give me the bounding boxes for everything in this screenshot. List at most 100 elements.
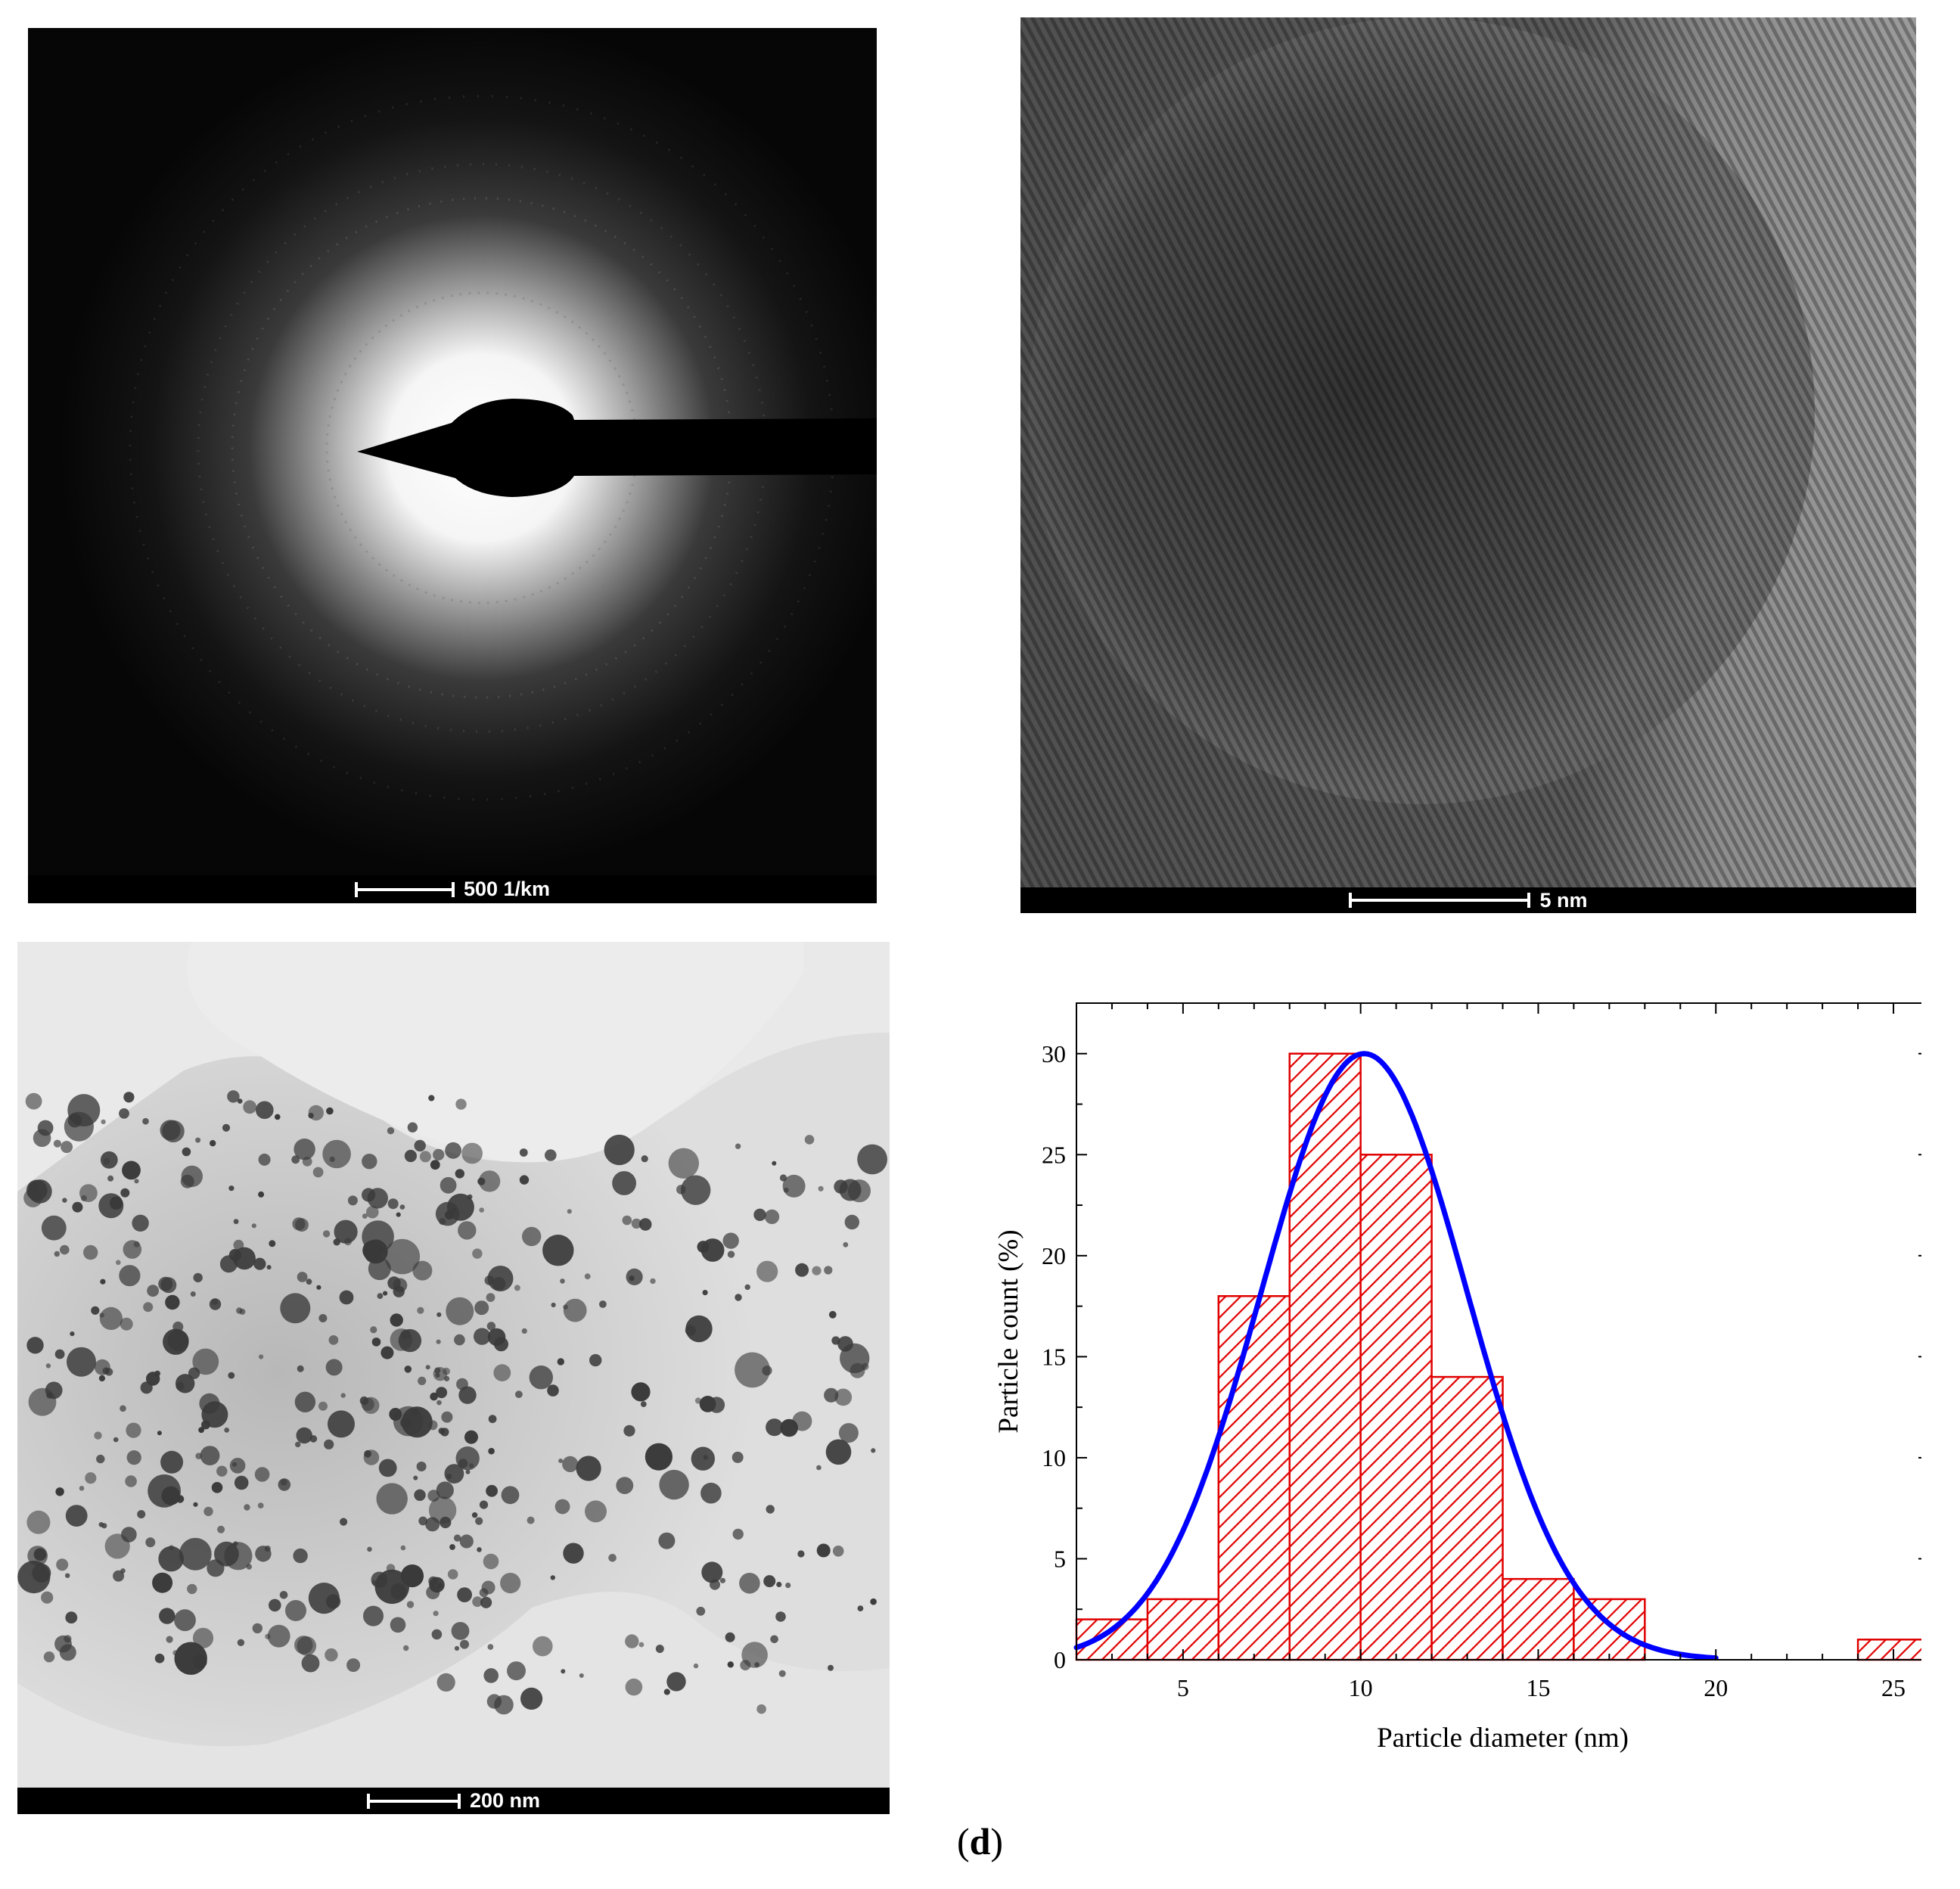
nanoparticle bbox=[371, 1571, 388, 1589]
nanoparticle bbox=[451, 1207, 457, 1213]
nanoparticle bbox=[54, 1251, 60, 1257]
nanoparticle bbox=[386, 1564, 396, 1573]
x-tick-label: 15 bbox=[1526, 1674, 1550, 1701]
nanoparticle bbox=[157, 1431, 162, 1436]
nanoparticle bbox=[45, 1381, 63, 1400]
nanoparticle bbox=[762, 1365, 772, 1376]
nanoparticle bbox=[563, 1298, 587, 1322]
y-axis-ticks: 0 5 10 15 20 25 30 bbox=[1042, 1002, 1921, 1673]
nanoparticle bbox=[472, 1596, 483, 1608]
nanoparticle bbox=[604, 1134, 635, 1166]
nanoparticle bbox=[231, 1462, 238, 1467]
nanoparticle bbox=[55, 1487, 64, 1496]
nanoparticle bbox=[445, 1142, 461, 1159]
nanoparticle bbox=[623, 1425, 635, 1437]
nanoparticle bbox=[61, 1141, 73, 1154]
nanoparticle bbox=[467, 1194, 473, 1200]
nanoparticle bbox=[419, 1151, 431, 1163]
nanoparticle bbox=[659, 1469, 689, 1500]
nanoparticle bbox=[222, 1123, 231, 1132]
nanoparticle bbox=[608, 1554, 617, 1562]
nanoparticle bbox=[306, 1278, 312, 1285]
nanoparticle bbox=[474, 1328, 491, 1345]
nanoparticle bbox=[816, 1465, 822, 1471]
nanoparticle bbox=[446, 1474, 452, 1480]
nanoparticle bbox=[426, 1585, 440, 1599]
nanoparticle bbox=[551, 1302, 556, 1308]
nanoparticle bbox=[701, 1561, 723, 1583]
nanoparticle bbox=[325, 1359, 343, 1376]
caption-letter: d bbox=[969, 1820, 991, 1863]
nanoparticle bbox=[251, 1223, 256, 1229]
nanoparticle bbox=[147, 1285, 160, 1297]
nanoparticle bbox=[561, 1669, 566, 1674]
nanoparticle bbox=[474, 1300, 489, 1316]
nanoparticle bbox=[362, 1188, 376, 1202]
gaussian-fit-curve bbox=[1073, 1051, 1719, 1661]
nanoparticle bbox=[362, 1154, 377, 1170]
y-tick-label: 25 bbox=[1042, 1141, 1066, 1168]
nanoparticle bbox=[387, 1198, 399, 1210]
nanoparticle bbox=[293, 1548, 308, 1564]
nanoparticle bbox=[312, 1167, 324, 1178]
nanoparticle bbox=[533, 1636, 553, 1657]
nanoparticle bbox=[454, 1334, 465, 1346]
nanoparticle bbox=[172, 1650, 179, 1656]
nanoparticle bbox=[622, 1215, 632, 1226]
nanoparticle bbox=[279, 1591, 288, 1599]
nanoparticle bbox=[436, 1481, 454, 1499]
nanoparticle bbox=[285, 1600, 306, 1621]
nanoparticle bbox=[113, 1570, 125, 1582]
beam-stop bbox=[357, 399, 877, 497]
nanoparticle bbox=[224, 1428, 230, 1433]
nanoparticle bbox=[616, 1477, 634, 1494]
nanoparticle bbox=[267, 1624, 290, 1648]
nanoparticle bbox=[32, 1563, 51, 1583]
nanoparticle bbox=[451, 1622, 470, 1640]
nanoparticle bbox=[455, 1169, 464, 1179]
nanoparticle bbox=[113, 1437, 119, 1443]
nanoparticle bbox=[302, 1157, 312, 1167]
nanoparticle bbox=[445, 1210, 454, 1220]
nanoparticle bbox=[764, 1209, 780, 1225]
nanoparticle bbox=[693, 1663, 699, 1669]
nanoparticle bbox=[832, 1546, 844, 1557]
nanoparticle bbox=[187, 1583, 197, 1595]
nanoparticle bbox=[626, 1268, 643, 1285]
nanoparticle bbox=[376, 1483, 408, 1515]
nanoparticle bbox=[158, 1546, 184, 1572]
nanoparticle bbox=[122, 1160, 141, 1180]
nanoparticle bbox=[722, 1232, 739, 1249]
nanoparticle bbox=[785, 1583, 791, 1589]
nanoparticle bbox=[119, 1265, 141, 1287]
nanoparticle bbox=[766, 1505, 775, 1514]
nanoparticle bbox=[857, 1605, 864, 1611]
nanoparticle bbox=[25, 1092, 42, 1110]
nanoparticle bbox=[756, 1704, 766, 1714]
nanoparticle bbox=[431, 1629, 443, 1640]
nanoparticle bbox=[53, 1139, 61, 1148]
nanoparticle bbox=[500, 1573, 521, 1594]
nanoparticle bbox=[850, 1362, 865, 1378]
nanoparticle bbox=[182, 1147, 191, 1157]
nanoparticle bbox=[585, 1500, 607, 1523]
size-distribution-chart: 5 10 15 20 25 0 5 10 15 20 25 30 Particle diameter… bbox=[993, 1002, 1921, 1754]
nanoparticle bbox=[753, 1208, 766, 1221]
nanoparticle bbox=[828, 1664, 834, 1671]
nanoparticle bbox=[404, 1149, 417, 1163]
nanoparticle bbox=[433, 1148, 445, 1160]
nanoparticle bbox=[243, 1100, 257, 1114]
nanoparticle bbox=[101, 1119, 106, 1125]
nanoparticle bbox=[316, 1285, 321, 1290]
hrtem-panel: 5 nm bbox=[1020, 17, 1916, 913]
nanoparticle bbox=[94, 1359, 110, 1375]
nanoparticle bbox=[65, 1505, 88, 1527]
nanoparticle bbox=[201, 1401, 228, 1428]
nanoparticle bbox=[294, 1391, 316, 1412]
nanoparticle bbox=[691, 1446, 715, 1471]
nanoparticle bbox=[381, 1346, 394, 1359]
nanoparticle bbox=[825, 1439, 852, 1465]
nanoparticle bbox=[363, 1605, 384, 1626]
nanoparticle bbox=[229, 1458, 246, 1474]
nanoparticle bbox=[478, 1170, 501, 1192]
